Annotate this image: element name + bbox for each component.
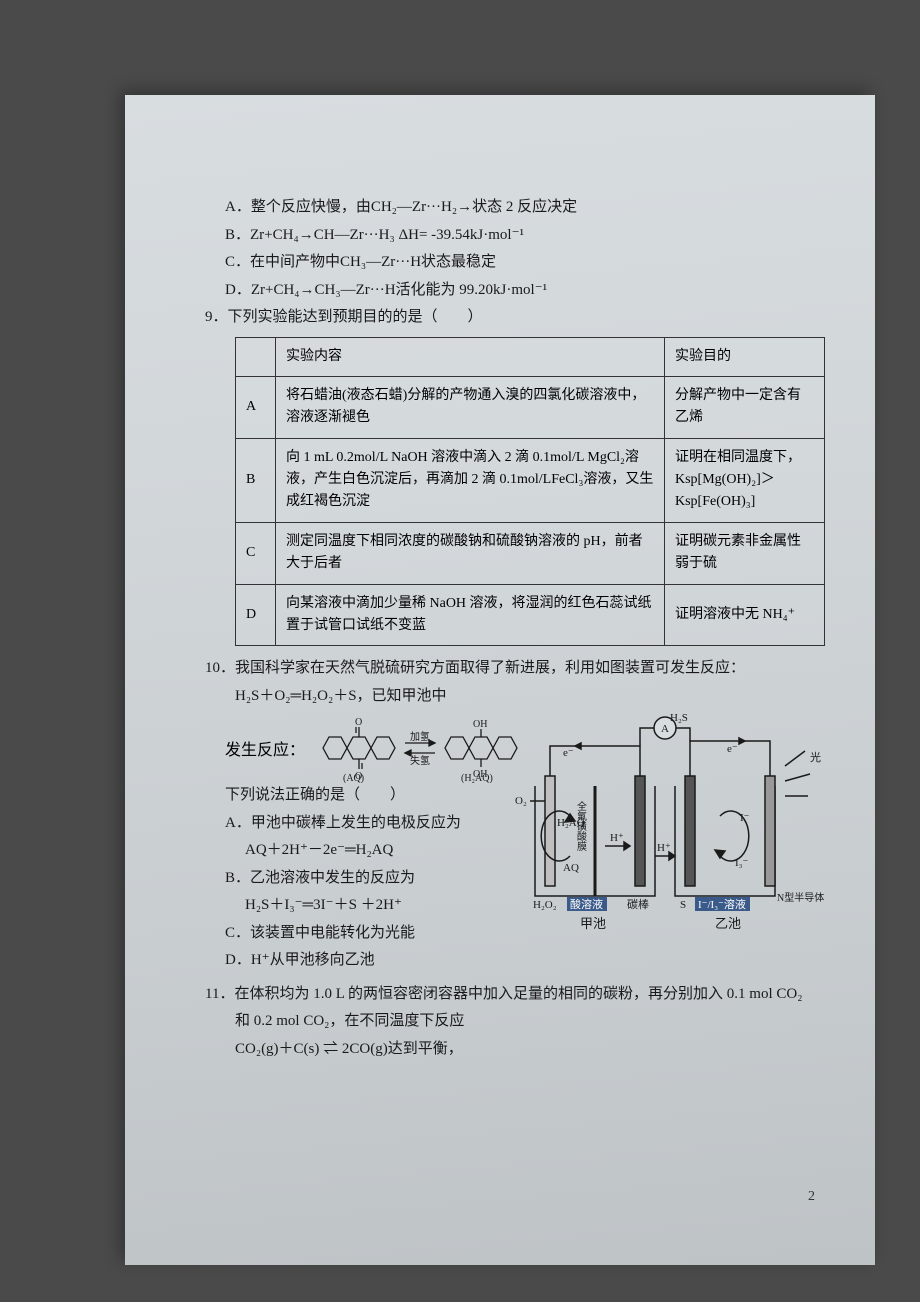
q9-th-blank: [236, 337, 276, 376]
svg-text:I₃⁻: I₃⁻: [735, 857, 748, 869]
q10-react-label: 发生反应：: [225, 736, 305, 760]
svg-text:(H₂AQ): (H₂AQ): [461, 773, 493, 783]
q10-options: 下列说法正确的是（ ） A．甲池中碳棒上发生的电极反应为 AQ＋2H⁺－2e⁻═…: [205, 783, 515, 974]
svg-text:S: S: [680, 899, 686, 911]
q10-option-a2: AQ＋2H⁺－2e⁻═H₂AQ: [205, 838, 515, 864]
q9-table: 实验内容 实验目的 A 将石蜡油(液态石蜡)分解的产物通入溴的四氯化碳溶液中，溶…: [235, 337, 825, 647]
svg-text:失氢: 失氢: [410, 754, 430, 767]
svg-text:甲池: 甲池: [580, 916, 606, 931]
svg-text:H⁺: H⁺: [657, 842, 671, 854]
q10-option-d: D．H⁺从甲池移向乙池: [205, 948, 515, 974]
q9-row-a-id: A: [236, 376, 276, 438]
table-row: A 将石蜡油(液态石蜡)分解的产物通入溴的四氯化碳溶液中，溶液逐渐褪色 分解产物…: [236, 376, 825, 438]
q10-stem1: 10．我国科学家在天然气脱硫研究方面取得了新进展，利用如图装置可发生反应：: [205, 656, 825, 682]
svg-text:乙池: 乙池: [715, 916, 741, 931]
table-row: C 测定同温度下相同浓度的碳酸钠和硫酸钠溶液的 pH，前者大于后者 证明碳元素非…: [236, 522, 825, 584]
q9-row-d-goal: 证明溶液中无 NH₄⁺: [665, 584, 825, 646]
q10-block: 10．我国科学家在天然气脱硫研究方面取得了新进展，利用如图装置可发生反应： H₂…: [205, 656, 825, 974]
svg-text:H₂S: H₂S: [670, 712, 688, 724]
svg-text:OH: OH: [473, 719, 487, 730]
svg-text:H₂AQ: H₂AQ: [557, 817, 585, 829]
q9-row-a-exp: 将石蜡油(液态石蜡)分解的产物通入溴的四氯化碳溶液中，溶液逐渐褪色: [276, 376, 665, 438]
svg-text:N型半导体: N型半导体: [777, 891, 824, 904]
svg-text:I⁻/I₃⁻溶液: I⁻/I₃⁻溶液: [698, 897, 746, 911]
svg-text:AQ: AQ: [563, 862, 579, 874]
q9-row-b-id: B: [236, 438, 276, 522]
svg-text:O₂: O₂: [515, 795, 527, 807]
svg-text:e⁻: e⁻: [563, 747, 574, 759]
svg-text:H⁺: H⁺: [610, 832, 624, 844]
q10-option-b: B．乙池溶液中发生的反应为: [205, 866, 515, 892]
table-row: B 向 1 mL 0.2mol/L NaOH 溶液中滴入 2 滴 0.1mol/…: [236, 438, 825, 522]
q9-row-c-goal: 证明碳元素非金属性弱于硫: [665, 522, 825, 584]
q9-stem: 9．下列实验能达到预期目的的是（ ）: [205, 305, 825, 331]
table-row: D 向某溶液中滴加少量稀 NaOH 溶液，将湿润的红色石蕊试纸置于试管口试纸不变…: [236, 584, 825, 646]
q9-row-a-goal: 分解产物中一定含有乙烯: [665, 376, 825, 438]
svg-text:A: A: [661, 723, 669, 735]
q8-option-a: A．整个反应快慢，由CH₂—Zr···H₂→状态 2 反应决定: [205, 195, 825, 221]
svg-text:O: O: [355, 717, 362, 728]
anthraquinone-diagram: O O OH OH 加氢 失氢 (AQ) (H₂AQ): [313, 713, 543, 783]
svg-text:(AQ): (AQ): [343, 773, 364, 783]
q10-option-a: A．甲池中碳棒上发生的电极反应为: [205, 811, 515, 837]
svg-text:加氢: 加氢: [410, 730, 430, 743]
q8-option-b: B．Zr+CH₄→CH—Zr···H₃ ΔH= -39.54kJ·mol⁻¹: [205, 223, 825, 249]
svg-text:e⁻: e⁻: [727, 743, 738, 755]
q9-row-b-exp: 向 1 mL 0.2mol/L NaOH 溶液中滴入 2 滴 0.1mol/L …: [276, 438, 665, 522]
q9-row-c-id: C: [236, 522, 276, 584]
q11-stem3: CO₂(g)＋C(s) ⇌ 2CO(g)达到平衡，: [205, 1037, 825, 1063]
q10-option-c: C．该装置中电能转化为光能: [205, 921, 515, 947]
svg-text:光: 光: [810, 750, 821, 764]
q9-row-c-exp: 测定同温度下相同浓度的碳酸钠和硫酸钠溶液的 pH，前者大于后者: [276, 522, 665, 584]
exam-page: A．整个反应快慢，由CH₂—Zr···H₂→状态 2 反应决定 B．Zr+CH₄…: [125, 95, 875, 1265]
svg-text:碳棒: 碳棒: [627, 897, 649, 911]
page-number: 2: [808, 1189, 815, 1205]
q8-option-d: D．Zr+CH₄→CH₃—Zr···H活化能为 99.20kJ·mol⁻¹: [205, 278, 825, 304]
q10-prompt: 下列说法正确的是（ ）: [205, 783, 515, 809]
svg-text:H₂O₂: H₂O₂: [533, 899, 557, 911]
svg-text:I⁻: I⁻: [740, 812, 750, 824]
q11-stem1: 11．在体积均为 1.0 L 的两恒容密闭容器中加入足量的相同的碳粉，再分别加入…: [205, 982, 825, 1008]
q11-stem2: 和 0.2 mol CO₂，在不同温度下反应: [205, 1009, 825, 1035]
q9-th-goal: 实验目的: [665, 337, 825, 376]
svg-text:酸溶液: 酸溶液: [570, 897, 603, 911]
q9-row-d-id: D: [236, 584, 276, 646]
q9-row-d-exp: 向某溶液中滴加少量稀 NaOH 溶液，将湿润的红色石蕊试纸置于试管口试纸不变蓝: [276, 584, 665, 646]
q8-option-c: C．在中间产物中CH₃—Zr···H状态最稳定: [205, 250, 825, 276]
q10-option-b2: H₂S＋I₃⁻═3I⁻＋S ＋2H⁺: [205, 893, 515, 919]
q9-th-exp: 实验内容: [276, 337, 665, 376]
electrochemical-diagram: A O₂ H₂S 光 e⁻ e⁻ 全氟磺酸膜 H₂AQ AQ H⁺ H⁺ I⁻ …: [515, 706, 835, 936]
q9-row-b-goal: 证明在相同温度下，Ksp[Mg(OH)₂]＞Ksp[Fe(OH)₃]: [665, 438, 825, 522]
